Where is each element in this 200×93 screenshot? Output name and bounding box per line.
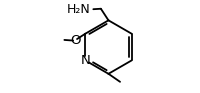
Text: H₂N: H₂N	[66, 3, 90, 16]
Text: O: O	[70, 34, 80, 47]
Text: N: N	[80, 54, 90, 67]
